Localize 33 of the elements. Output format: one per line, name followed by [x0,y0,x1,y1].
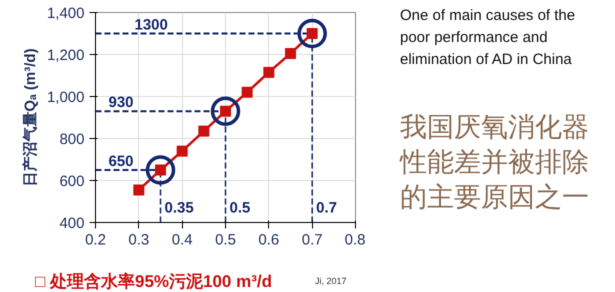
ref-line-label: 0.35 [164,200,194,216]
y-tick-label: 400 [59,215,85,232]
y-tick-label: 1,200 [46,47,85,64]
x-tick-label: 0.5 [215,232,236,248]
y-axis-title: 日产沼气量Qₐ (m³/d) [22,48,39,187]
point [146,155,176,185]
text: □ 处理含水率95%污泥100 m³/d [35,271,272,292]
ref-line-label: 1300 [134,16,168,34]
y-tick-label: 1,400 [46,5,85,22]
point [242,86,253,98]
ref-line-label: 650 [108,153,134,170]
y-tick-label: 800 [59,131,85,148]
ref-line-label: 0.7 [316,200,338,216]
point [297,18,327,48]
x-tick-label: 0.6 [258,232,280,248]
x-tick-label: 0.4 [172,232,193,248]
point [210,96,240,126]
point [263,66,274,78]
y-tick-label: 600 [59,173,85,190]
y-tick-label: 1,000 [46,89,85,106]
x-tick-label: 0.2 [85,232,106,248]
text: 我国厌氧消化器性能差并被排除的主要原因之一 [400,111,590,215]
text: Ji, 2017 [315,275,347,288]
x-tick-label: 0.3 [128,232,150,248]
point [176,146,188,157]
point [198,126,210,137]
point [133,184,144,196]
ref-line-label: 930 [108,94,134,112]
point [285,48,296,59]
text: One of main causes of the poor performance and elimination of AD in China [400,6,576,70]
x-tick-label: 0.8 [344,232,366,248]
ref-line-label: 0.5 [230,200,250,216]
x-tick-label: 0.7 [302,232,323,248]
